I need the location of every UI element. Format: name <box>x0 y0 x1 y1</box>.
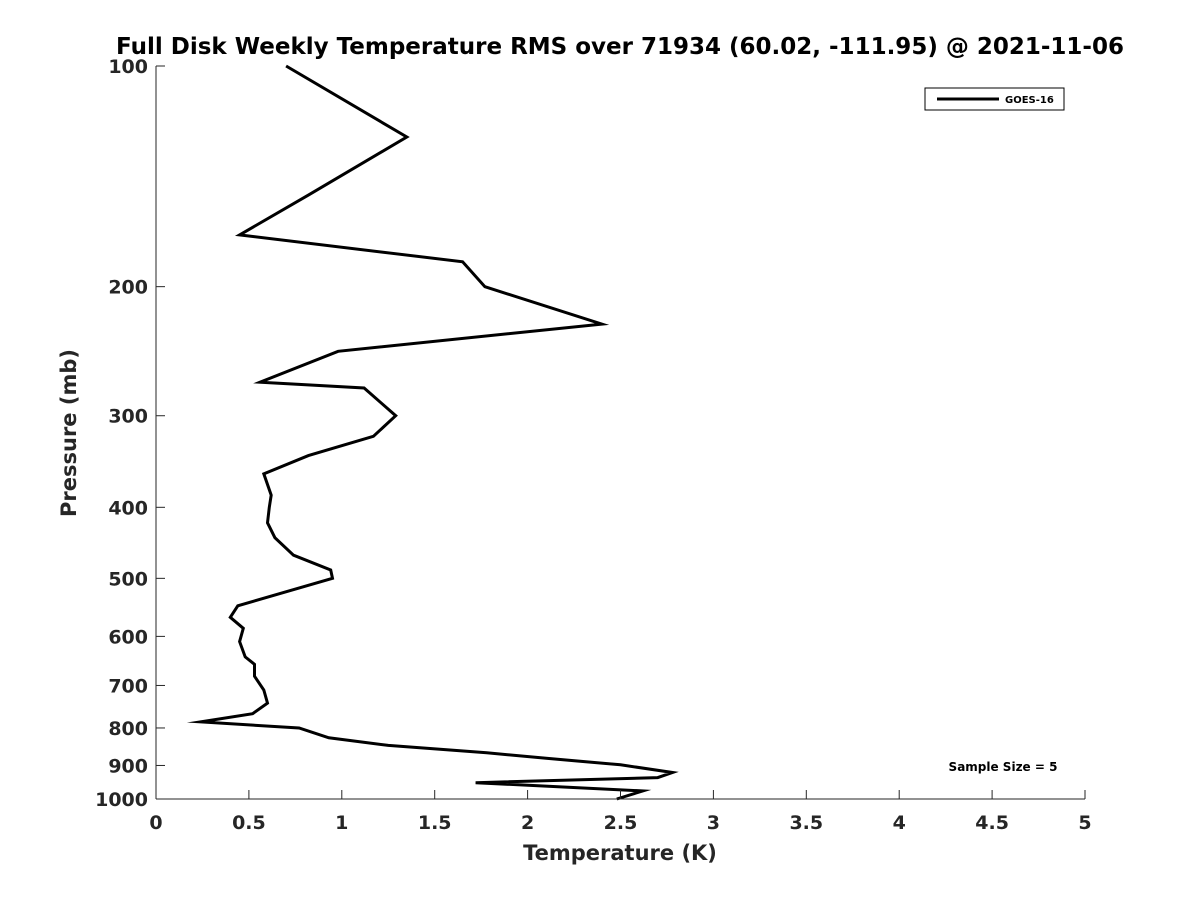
x-tick-label-5: 5 <box>1078 812 1091 834</box>
x-tick-label-1.5: 1.5 <box>418 812 452 834</box>
y-tick-label-200: 200 <box>108 277 148 299</box>
y-tick-label-300: 300 <box>108 406 148 428</box>
y-axis: 100 200 300 400 500 600 700 800 900 1000 <box>95 56 165 811</box>
sample-size-annotation: Sample Size = 5 <box>949 760 1058 774</box>
y-tick-label-800: 800 <box>108 718 148 740</box>
x-tick-label-2: 2 <box>521 812 534 834</box>
legend-label-goes-16: GOES-16 <box>1005 95 1054 106</box>
y-tick-label-100: 100 <box>108 56 148 78</box>
chart-title: Full Disk Weekly Temperature RMS over 71… <box>116 34 1124 60</box>
y-tick-label-500: 500 <box>108 568 148 590</box>
x-axis: 0 0.5 1 1.5 2 2.5 3 3.5 4 4.5 5 <box>149 790 1092 834</box>
x-tick-label-3.5: 3.5 <box>789 812 823 834</box>
y-axis-label: Pressure (mb) <box>57 349 81 517</box>
plot-area <box>186 64 679 801</box>
x-tick-label-4: 4 <box>893 812 906 834</box>
series-line-goes-16 <box>186 64 679 801</box>
x-axis-label: Temperature (K) <box>523 841 717 865</box>
x-tick-label-3: 3 <box>707 812 720 834</box>
x-tick-label-0: 0 <box>149 812 162 834</box>
x-tick-label-0.5: 0.5 <box>232 812 266 834</box>
y-tick-label-700: 700 <box>108 675 148 697</box>
y-tick-label-1000: 1000 <box>95 789 148 811</box>
x-tick-label-1: 1 <box>335 812 348 834</box>
x-tick-label-4.5: 4.5 <box>975 812 1009 834</box>
y-tick-label-400: 400 <box>108 497 148 519</box>
y-tick-label-900: 900 <box>108 755 148 777</box>
y-tick-label-600: 600 <box>108 626 148 648</box>
legend: GOES-16 <box>924 87 1065 111</box>
x-tick-label-2.5: 2.5 <box>604 812 638 834</box>
